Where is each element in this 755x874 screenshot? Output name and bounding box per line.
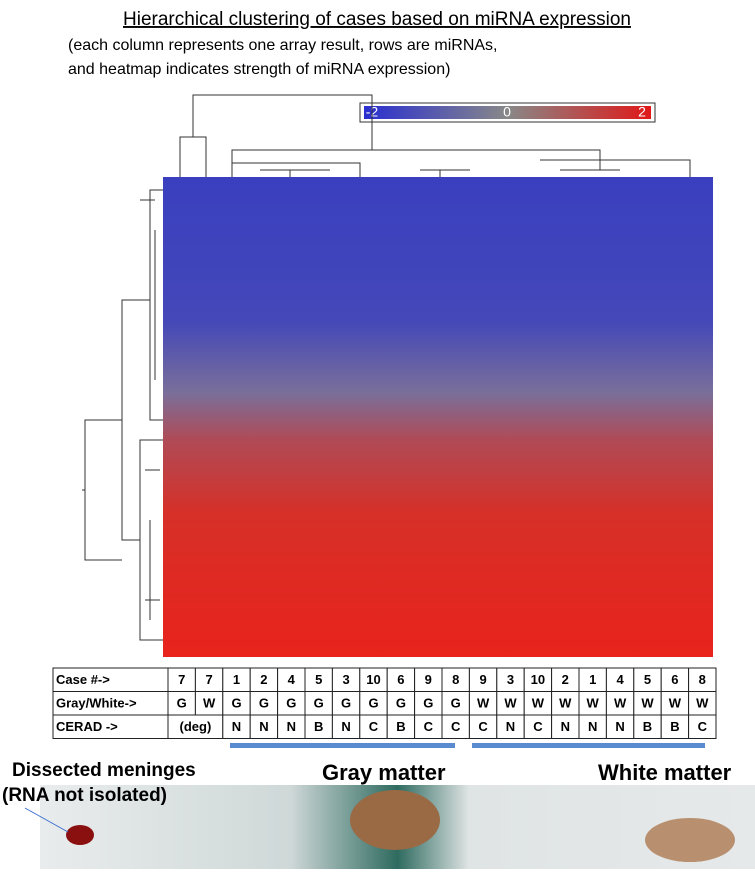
heatmap xyxy=(163,177,713,657)
table: Case #-> 7 7 1 2 4 5 3 10 6 9 8 9 3 10 2 1 4 5 6 8 Gray/White… xyxy=(52,667,717,739)
cell-text: C xyxy=(478,719,488,734)
cell-text: G xyxy=(314,696,324,711)
cell-text: G xyxy=(423,696,433,711)
cell-text: W xyxy=(614,696,627,711)
white-sample xyxy=(645,818,735,862)
cell-text: W xyxy=(587,696,600,711)
cell-text: C xyxy=(451,719,461,734)
cell-text: N xyxy=(232,719,241,734)
cell-text: G xyxy=(259,696,269,711)
colorbar-tick-label: 0 xyxy=(503,104,511,120)
cell-text: C xyxy=(698,719,708,734)
cell-text: C xyxy=(533,719,543,734)
cell-text: 6 xyxy=(671,672,678,687)
cell-text: B xyxy=(643,719,652,734)
colorbar: -2 0 2 xyxy=(359,102,656,123)
subtitle: and heatmap indicates strength of miRNA … xyxy=(68,61,450,78)
pointer xyxy=(24,807,69,833)
cell-text: 6 xyxy=(397,672,404,687)
cell-text: 3 xyxy=(342,672,349,687)
cell-text: B xyxy=(670,719,679,734)
photo-label: (RNA not isolated) xyxy=(2,785,167,806)
cell-text: 7 xyxy=(205,672,212,687)
photo-label: Gray matter xyxy=(322,760,446,785)
cell-text: 1 xyxy=(233,672,240,687)
cell-text: G xyxy=(341,696,351,711)
cell-text: 10 xyxy=(366,672,380,687)
cell-text: W xyxy=(559,696,572,711)
cell-text: 4 xyxy=(616,672,624,687)
row-header: Gray/White-> xyxy=(56,696,137,711)
cell-text: B xyxy=(396,719,405,734)
cell-text: W xyxy=(504,696,517,711)
cell-text: W xyxy=(477,696,490,711)
cell-text: G xyxy=(396,696,406,711)
cell-text: N xyxy=(506,719,515,734)
photo-label: Dissected meninges xyxy=(12,760,196,781)
cell-text: G xyxy=(231,696,241,711)
cell-text: W xyxy=(641,696,654,711)
photo-label: White matter xyxy=(598,760,732,785)
cell-text: 2 xyxy=(562,672,569,687)
cell-text: 10 xyxy=(531,672,545,687)
cell-text: G xyxy=(286,696,296,711)
cell-text: 4 xyxy=(288,672,296,687)
cell-text: N xyxy=(341,719,350,734)
gray-sample xyxy=(350,790,440,850)
cell-text: G xyxy=(451,696,461,711)
top-dendrogram xyxy=(179,94,691,177)
cell-text: 9 xyxy=(479,672,486,687)
cell-text: N xyxy=(259,719,268,734)
cell-text: G xyxy=(177,696,187,711)
left-dendrogram xyxy=(82,189,163,641)
cell-text: N xyxy=(588,719,597,734)
cell-text: N xyxy=(287,719,296,734)
table-cell xyxy=(688,714,717,739)
row-header: Case #-> xyxy=(56,672,110,687)
cell-text: W xyxy=(696,696,709,711)
cell-text: W xyxy=(669,696,682,711)
cell-text: N xyxy=(561,719,570,734)
cell-text: C xyxy=(424,719,434,734)
cell-text: C xyxy=(369,719,379,734)
cell-text: B xyxy=(314,719,323,734)
cell-text: W xyxy=(532,696,545,711)
meninges-sample xyxy=(66,825,94,845)
subtitle: (each column represents one array result… xyxy=(68,37,498,54)
cell-text: 8 xyxy=(452,672,459,687)
white-group-bar xyxy=(472,743,705,748)
cell-text: 5 xyxy=(315,672,322,687)
cell-text: W xyxy=(203,696,216,711)
cell-text: 1 xyxy=(589,672,596,687)
cell-text: 5 xyxy=(644,672,651,687)
colorbar-tick-label: 2 xyxy=(638,104,646,120)
cell-text: (deg) xyxy=(180,719,212,734)
row-header: CERAD -> xyxy=(56,719,118,734)
gray-group-bar xyxy=(230,743,455,748)
title: Hierarchical clustering of cases based o… xyxy=(123,9,631,30)
cell-text: 3 xyxy=(507,672,514,687)
cell-text: 9 xyxy=(425,672,432,687)
cell-text: N xyxy=(615,719,624,734)
cell-text: 7 xyxy=(178,672,185,687)
cell-text: 8 xyxy=(699,672,706,687)
cell-text: 2 xyxy=(260,672,267,687)
cell-text: G xyxy=(368,696,378,711)
